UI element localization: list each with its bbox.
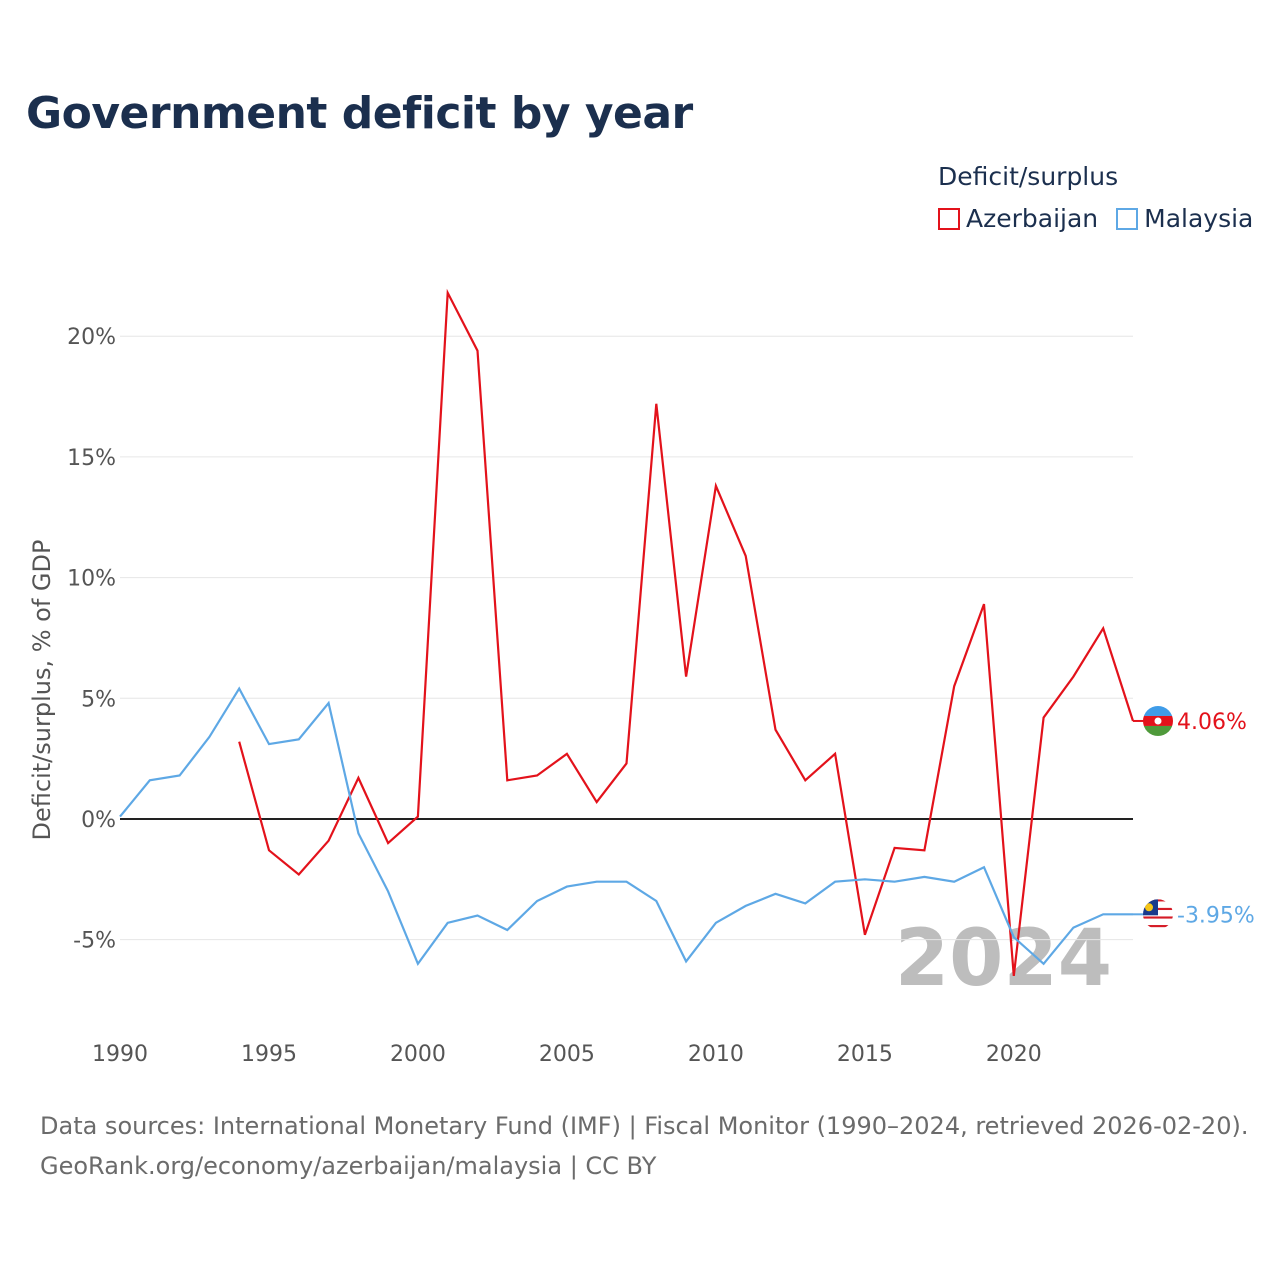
year-watermark: 2024	[895, 914, 1112, 1004]
y-tick-label: 15%	[67, 446, 116, 471]
legend: Azerbaijan Malaysia	[938, 204, 1253, 233]
y-tick-label: 0%	[81, 808, 116, 833]
source-line-2: GeoRank.org/economy/azerbaijan/malaysia …	[40, 1152, 657, 1180]
end-value-label-azerbaijan: 4.06%	[1177, 710, 1247, 735]
y-tick-label: -5%	[73, 929, 116, 954]
legend-item-malaysia[interactable]: Malaysia	[1116, 204, 1253, 233]
x-tick-label: 2010	[688, 1042, 744, 1067]
y-tick-label: 10%	[67, 567, 116, 592]
x-tick-label: 1995	[241, 1042, 297, 1067]
series-line-azerbaijan	[238, 288, 1135, 977]
y-tick-label: 20%	[67, 325, 116, 350]
x-tick-label: 2015	[837, 1042, 893, 1067]
x-tick-label: 2000	[390, 1042, 446, 1067]
chart-title: Government deficit by year	[26, 88, 693, 139]
flag-icon-malaysia	[1143, 899, 1173, 928]
x-tick-label: 2005	[539, 1042, 595, 1067]
flag-icon-azerbaijan	[1143, 705, 1173, 736]
y-axis-label: Deficit/surplus, % of GDP	[28, 540, 56, 841]
x-tick-label: 2020	[986, 1042, 1042, 1067]
legend-item-azerbaijan[interactable]: Azerbaijan	[938, 204, 1098, 233]
data-source: Data sources: International Monetary Fun…	[40, 1106, 1248, 1186]
legend-label-malaysia: Malaysia	[1144, 204, 1254, 233]
legend-swatch-malaysia	[1116, 207, 1139, 230]
legend-title: Deficit/surplus	[938, 162, 1119, 191]
legend-swatch-azerbaijan	[938, 207, 960, 230]
legend-label-azerbaijan: Azerbaijan	[966, 204, 1099, 233]
source-line-1: Data sources: International Monetary Fun…	[40, 1112, 1249, 1140]
x-tick-label: 1990	[92, 1042, 148, 1067]
end-value-label-malaysia: -3.95%	[1177, 903, 1255, 928]
y-tick-label: 5%	[81, 687, 116, 712]
